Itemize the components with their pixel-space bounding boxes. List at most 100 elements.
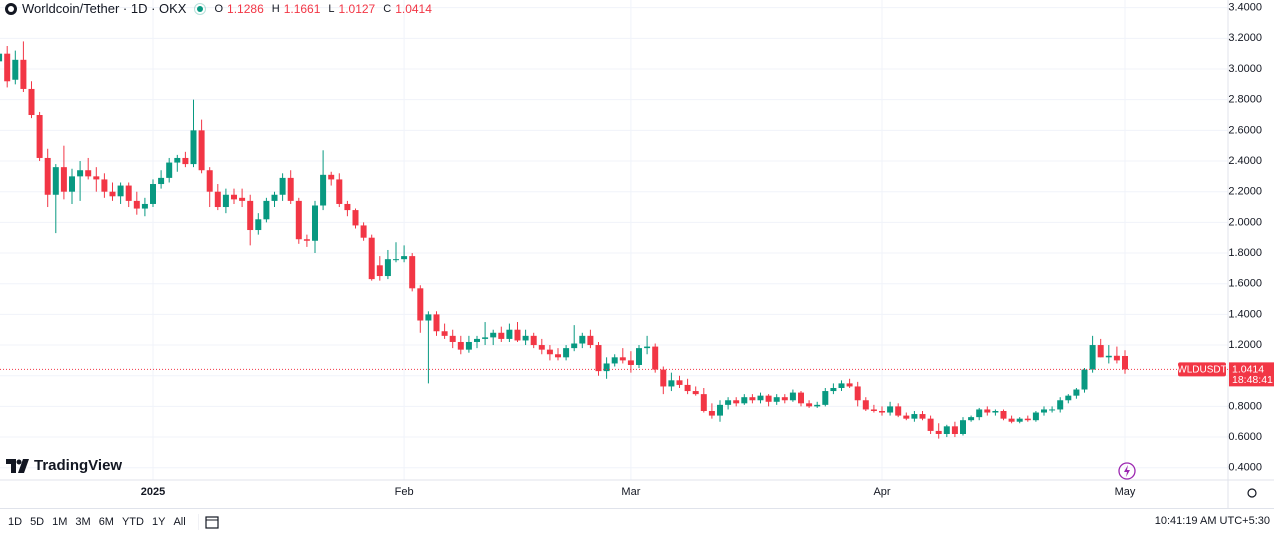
candle-body	[603, 363, 610, 372]
candle-body	[441, 331, 448, 336]
y-tick-label: 1.6000	[1228, 278, 1262, 290]
symbol-tag	[1178, 362, 1226, 377]
settings-icon[interactable]	[1247, 488, 1257, 498]
range-button[interactable]: All	[173, 516, 186, 528]
range-button[interactable]: YTD	[121, 516, 144, 528]
candle-body	[546, 349, 553, 355]
candle-body	[52, 167, 59, 195]
candle-body	[328, 174, 335, 180]
candle-body	[903, 415, 910, 419]
range-button[interactable]: 6M	[98, 516, 114, 528]
candle-body	[806, 403, 813, 407]
candle-body	[976, 409, 983, 418]
axes: 0.40000.60000.80001.00001.20001.40001.60…	[141, 2, 1262, 498]
y-tick-label: 1.2000	[1228, 339, 1262, 351]
candle-body	[85, 170, 92, 177]
candle-body	[968, 417, 975, 421]
candle-body	[798, 392, 804, 404]
candle-body	[247, 200, 254, 231]
candle-body	[1081, 369, 1088, 390]
y-tick-label: 2.0000	[1228, 216, 1262, 228]
candle-body	[263, 200, 270, 220]
candle-body	[838, 383, 845, 388]
alert-icon[interactable]	[1118, 462, 1136, 480]
y-tick-label: 3.0000	[1228, 63, 1262, 75]
candle-body	[101, 179, 108, 192]
candle-body	[951, 426, 958, 434]
candle-body	[166, 162, 173, 178]
candle-body	[303, 239, 310, 241]
candle-body	[879, 410, 885, 413]
ohlc-value: 1.1661	[283, 2, 321, 16]
candle-body	[692, 391, 699, 395]
range-button[interactable]: 1Y	[151, 516, 166, 528]
ohlc-key: O	[214, 3, 224, 15]
candle-body	[44, 157, 51, 195]
candle-body	[1041, 409, 1047, 413]
ohlc-value: 1.1286	[227, 2, 264, 16]
candle-body	[433, 314, 440, 332]
candle-body	[1016, 418, 1023, 422]
candle-body	[1000, 410, 1007, 419]
candle-body	[717, 404, 723, 416]
range-button[interactable]: 3M	[75, 516, 91, 528]
candle-body	[4, 53, 11, 82]
candle-body	[271, 194, 278, 201]
candle-body	[133, 200, 140, 209]
y-tick-label: 2.2000	[1228, 186, 1262, 198]
candle-body	[733, 400, 740, 404]
symbol-logo	[5, 3, 17, 15]
candle-body	[1122, 355, 1128, 370]
candle-body	[368, 237, 375, 280]
candle-body	[93, 176, 100, 180]
candle-body	[287, 177, 294, 201]
brand-mark	[6, 458, 29, 473]
candle-body	[344, 203, 351, 211]
candle-body	[109, 191, 116, 197]
candle-body	[77, 170, 84, 177]
candle-body	[676, 380, 683, 385]
alert-bolt	[1124, 465, 1130, 477]
range-button[interactable]: 5D	[30, 516, 45, 528]
symbol-tag-label: WLDUSDT	[1177, 365, 1226, 376]
ohlc-key: L	[328, 3, 335, 15]
candle-body	[490, 332, 497, 338]
candle-body	[158, 177, 165, 185]
candle-body	[352, 210, 359, 226]
candle-body	[895, 406, 902, 416]
candle-body	[555, 354, 561, 358]
chart: 0.40000.60000.80001.00001.20001.40001.60…	[0, 0, 1274, 508]
range-buttons: 1D 5D 1M 3M 6M YTD 1Y All	[0, 516, 186, 528]
status-dot	[194, 3, 207, 15]
candle-body	[960, 420, 966, 434]
date-range-icon[interactable]	[197, 514, 228, 530]
y-tick-label: 3.2000	[1228, 32, 1262, 44]
range-button[interactable]: 1D	[8, 516, 23, 528]
candle-body	[1105, 355, 1112, 358]
candle-body	[255, 219, 262, 231]
candle-body	[214, 191, 221, 208]
candle-body	[935, 430, 942, 434]
range-button[interactable]: 1M	[52, 516, 68, 528]
candle-body	[174, 157, 181, 163]
candle-body	[846, 383, 853, 387]
candle-body	[773, 397, 780, 402]
candle-body	[757, 395, 764, 401]
candle-body	[911, 414, 918, 419]
candle-body	[522, 335, 529, 341]
candle-body	[1097, 345, 1104, 358]
candle-body	[887, 406, 894, 413]
candle-body	[765, 395, 772, 402]
y-tick-label: 3.4000	[1228, 2, 1262, 14]
candle-body	[206, 170, 213, 192]
ohlc-key: H	[271, 3, 280, 15]
bottom-toolbar: 1D 5D 1M 3M 6M YTD 1Y All 10:41:19 AM UTC+5:30	[0, 508, 1274, 535]
brand-logo[interactable]: TradingView	[6, 457, 122, 474]
ohlc-key: C	[383, 3, 392, 15]
candle-body	[595, 345, 602, 372]
candle-body	[984, 409, 991, 413]
legend-header: Worldcoin/Tether · 1D · OKX O 1.1286 H 1.1…	[4, 1, 436, 17]
candle-body	[182, 157, 189, 165]
candle-body	[636, 348, 642, 365]
